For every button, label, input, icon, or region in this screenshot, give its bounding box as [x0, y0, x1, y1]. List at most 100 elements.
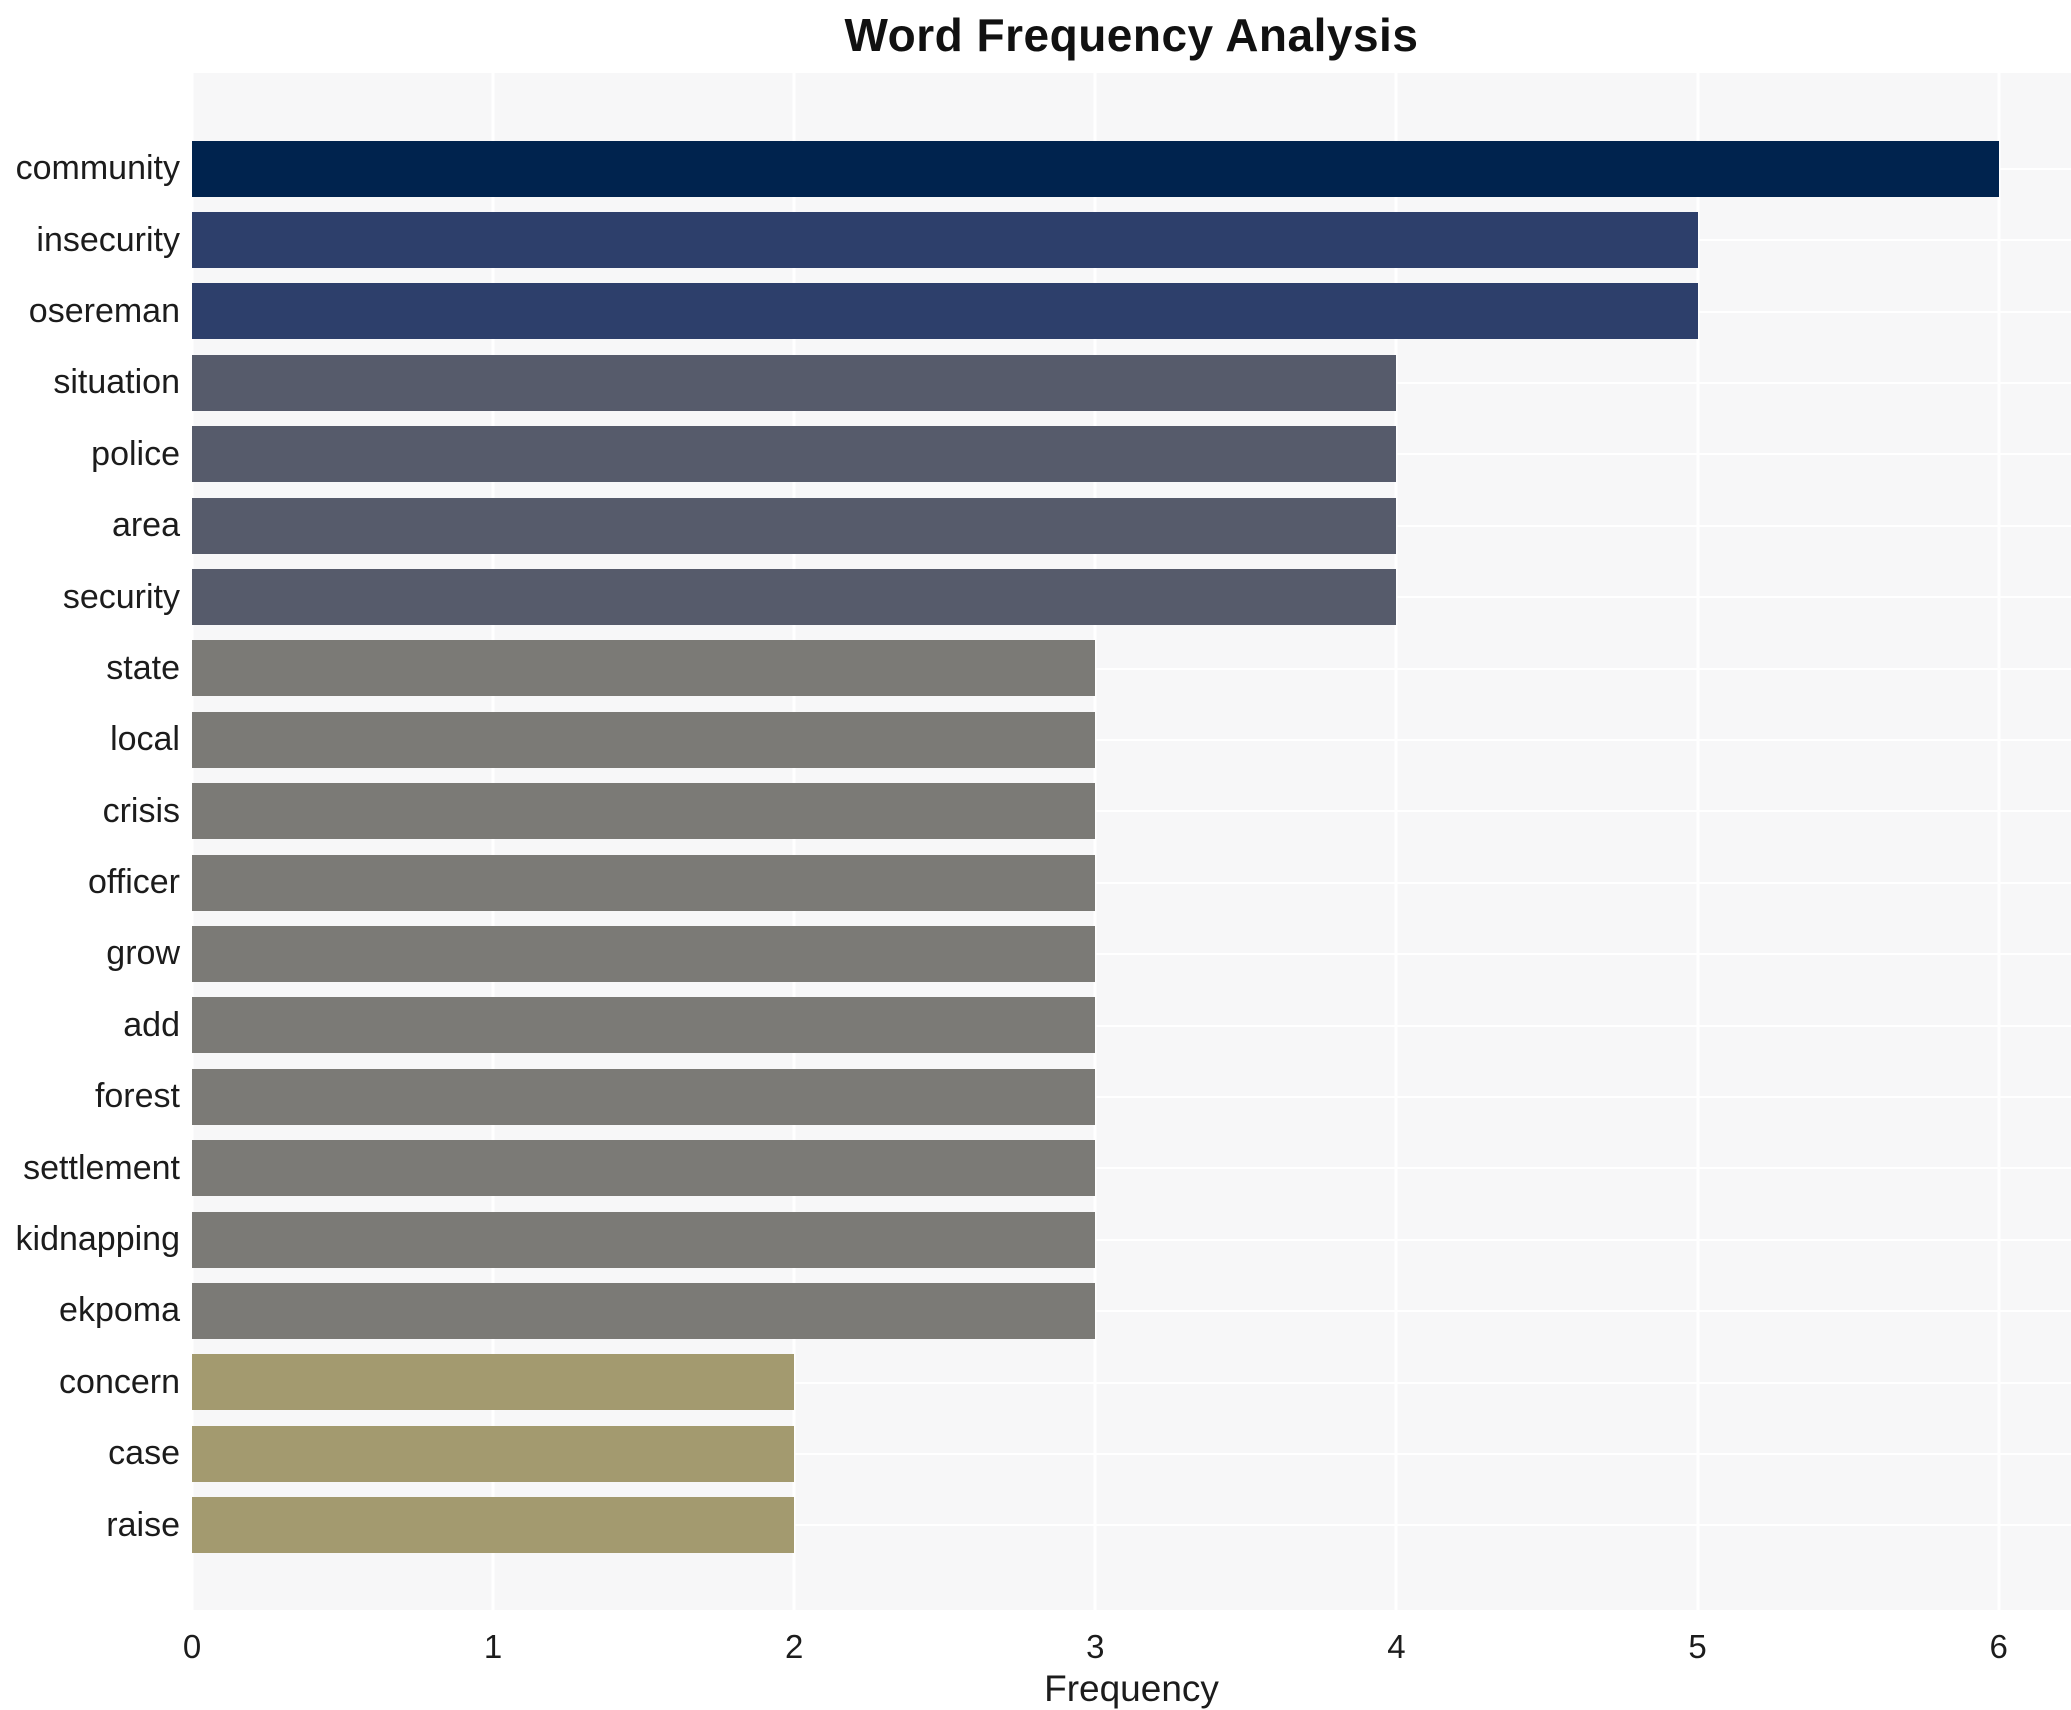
y-gridline — [192, 1524, 2071, 1527]
x-tick-label: 1 — [483, 1628, 503, 1665]
y-gridline — [192, 1381, 2071, 1384]
y-tick-label: community — [15, 149, 180, 188]
bar-row: situation — [0, 347, 2071, 418]
bar — [192, 783, 1096, 840]
y-tick-label: grow — [106, 934, 180, 973]
bar-track — [192, 133, 2071, 204]
y-tick-label: security — [62, 577, 180, 616]
bar — [192, 1354, 795, 1411]
y-tick-label: concern — [59, 1362, 180, 1401]
y-gridline — [192, 1238, 2071, 1241]
bar — [192, 1068, 1096, 1125]
bar-track — [192, 847, 2071, 918]
y-tick-label: state — [106, 648, 180, 687]
bar-track — [192, 704, 2071, 775]
bar-track — [192, 1418, 2071, 1489]
x-gridline — [1394, 73, 1398, 1610]
bar-row: osereman — [0, 276, 2071, 347]
bar-row: kidnapping — [0, 1204, 2071, 1275]
bar-row: insecurity — [0, 204, 2071, 275]
y-tick-label: officer — [88, 863, 180, 902]
bar-row: officer — [0, 847, 2071, 918]
bar-track — [192, 1489, 2071, 1560]
y-gridline — [192, 1452, 2071, 1455]
y-gridline — [192, 881, 2071, 884]
y-gridline — [192, 953, 2071, 956]
bar-track — [192, 990, 2071, 1061]
bar-track — [192, 1204, 2071, 1275]
bar-row: raise — [0, 1489, 2071, 1560]
bar — [192, 640, 1096, 697]
bar-row: crisis — [0, 776, 2071, 847]
y-tick-label: local — [110, 720, 180, 759]
bar-track — [192, 419, 2071, 490]
y-tick-label: crisis — [102, 791, 180, 830]
y-tick-label: osereman — [28, 291, 180, 330]
x-tick-label: 6 — [1989, 1628, 2008, 1665]
bar — [192, 711, 1096, 768]
bar — [192, 140, 1999, 197]
bar-track — [192, 1132, 2071, 1203]
y-tick-label: forest — [94, 1077, 180, 1116]
bar-track — [192, 776, 2071, 847]
x-gridline — [1997, 73, 2001, 1610]
x-axis-ticks: 0 1 2 3 4 5 6 — [0, 1628, 2071, 1672]
y-tick-label: insecurity — [36, 220, 180, 259]
bar — [192, 1425, 795, 1482]
x-gridline — [190, 73, 194, 1610]
bar-track — [192, 347, 2071, 418]
bar — [192, 283, 1698, 340]
bar — [192, 925, 1096, 982]
bar-track — [192, 490, 2071, 561]
y-tick-label: add — [123, 1005, 180, 1044]
chart-title: Word Frequency Analysis — [844, 9, 1419, 61]
bar — [192, 1140, 1096, 1197]
bar — [192, 354, 1397, 411]
bar-row: police — [0, 419, 2071, 490]
bar — [192, 1497, 795, 1554]
bar-row: local — [0, 704, 2071, 775]
bar-row: ekpoma — [0, 1275, 2071, 1346]
bar-row: grow — [0, 918, 2071, 989]
bar — [192, 212, 1698, 269]
x-tick-label: 3 — [1086, 1628, 1105, 1665]
bar — [192, 1282, 1096, 1339]
bar-row: case — [0, 1418, 2071, 1489]
bar-rows: community insecurity osereman situation poli… — [0, 133, 2071, 1561]
bar — [192, 1211, 1096, 1268]
y-tick-label: area — [111, 506, 180, 545]
x-axis-label: Frequency — [1044, 1668, 1219, 1709]
y-gridline — [192, 1167, 2071, 1170]
y-tick-label: settlement — [23, 1148, 180, 1187]
bar-track — [192, 204, 2071, 275]
bar-track — [192, 633, 2071, 704]
x-tick-label: 0 — [182, 1628, 202, 1665]
bar-row: add — [0, 990, 2071, 1061]
bar-row: concern — [0, 1347, 2071, 1418]
bar-row: security — [0, 561, 2071, 632]
y-tick-label: situation — [53, 363, 180, 402]
bar-row: settlement — [0, 1132, 2071, 1203]
y-tick-label: police — [91, 434, 180, 473]
x-gridline — [1093, 73, 1097, 1610]
y-tick-label: kidnapping — [15, 1220, 180, 1259]
bar-row: forest — [0, 1061, 2071, 1132]
bar-track — [192, 918, 2071, 989]
bar-track — [192, 561, 2071, 632]
y-gridline — [192, 810, 2071, 813]
bar-row: state — [0, 633, 2071, 704]
y-tick-label: ekpoma — [59, 1291, 180, 1330]
bar-track — [192, 1275, 2071, 1346]
bar-track — [192, 1347, 2071, 1418]
x-tick-label: 2 — [785, 1628, 804, 1665]
bar-row: area — [0, 490, 2071, 561]
x-tick-label: 4 — [1387, 1628, 1406, 1665]
y-gridline — [192, 667, 2071, 670]
bar — [192, 854, 1096, 911]
y-tick-label: raise — [106, 1505, 180, 1544]
bar-track — [192, 1061, 2071, 1132]
x-gridline — [792, 73, 796, 1610]
x-gridline — [491, 73, 495, 1610]
bar — [192, 426, 1397, 483]
